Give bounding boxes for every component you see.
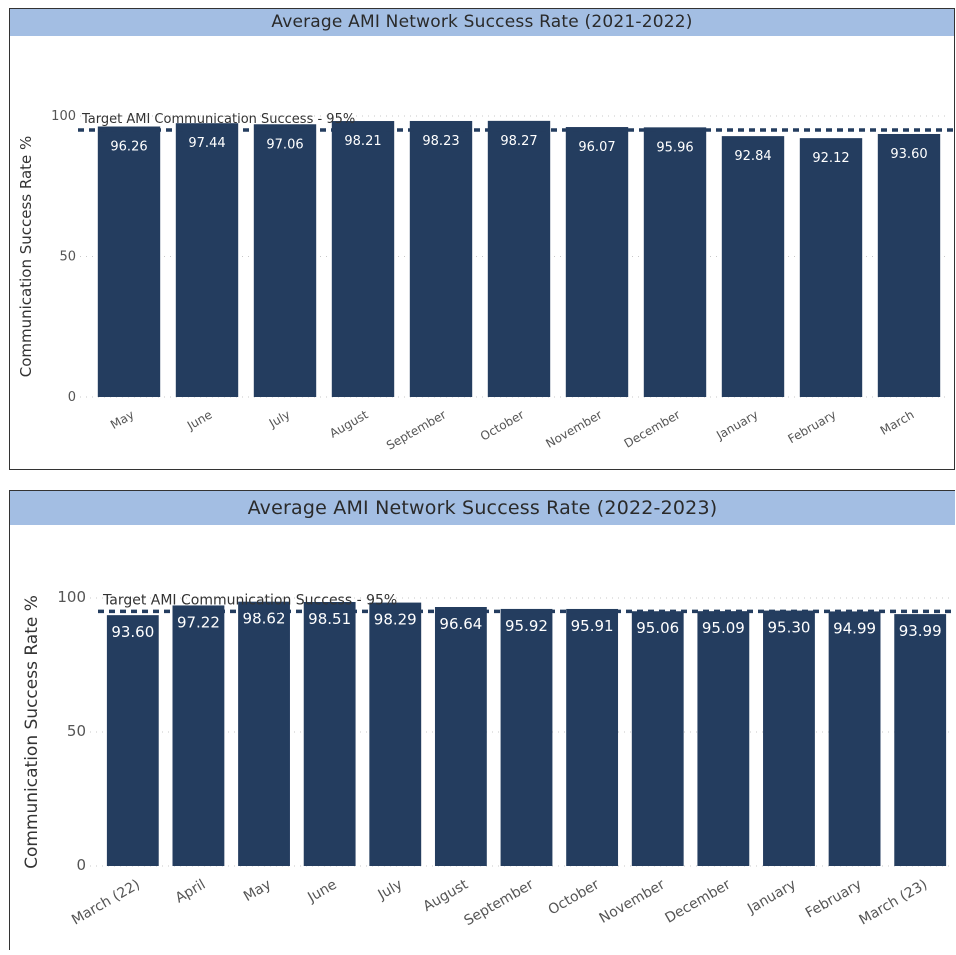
bar <box>175 123 239 397</box>
target-reference-label: Target AMI Communication Success - 95% <box>81 112 355 127</box>
bar <box>565 127 629 397</box>
chart-title: Average AMI Network Success Rate (2022-2… <box>10 491 955 525</box>
target-reference-label: Target AMI Communication Success - 95% <box>102 592 397 608</box>
y-tick-label: 50 <box>67 722 86 740</box>
data-label: 97.44 <box>188 136 225 151</box>
x-tick-label: March (23) <box>856 877 930 929</box>
y-axis-label: Communication Success Rate % <box>17 136 35 378</box>
x-tick-label: February <box>803 877 865 922</box>
x-tick-label: July <box>375 877 406 904</box>
x-tick-label: September <box>384 407 448 452</box>
data-label: 95.92 <box>505 617 548 635</box>
data-label: 93.60 <box>890 147 927 162</box>
bar <box>369 602 422 866</box>
data-label: 96.64 <box>439 615 482 633</box>
bar <box>172 605 225 866</box>
x-tick-label: November <box>543 407 604 450</box>
bar <box>894 614 947 866</box>
data-label: 98.29 <box>374 611 417 629</box>
bar <box>331 121 395 397</box>
x-tick-label: August <box>327 407 371 440</box>
y-axis-label: Communication Success Rate % <box>22 595 42 869</box>
chart-panel-2022-2023: Average AMI Network Success Rate (2022-2… <box>9 490 956 950</box>
bar <box>828 611 881 866</box>
data-label: 98.62 <box>243 610 286 628</box>
bar <box>97 126 161 397</box>
bar <box>697 611 750 866</box>
bar <box>643 127 707 397</box>
y-tick-label: 50 <box>59 250 76 265</box>
y-tick-label: 0 <box>76 856 86 874</box>
bar <box>721 136 785 397</box>
x-tick-label: August <box>420 876 471 915</box>
x-tick-label: June <box>304 877 339 907</box>
x-tick-label: April <box>173 877 209 907</box>
x-tick-label: May <box>108 407 136 432</box>
data-label: 97.22 <box>177 613 220 631</box>
bar <box>487 120 551 397</box>
bar <box>106 615 159 866</box>
x-tick-label: March (22) <box>69 877 143 929</box>
x-tick-label: September <box>461 876 536 929</box>
x-tick-label: December <box>662 876 733 926</box>
x-tick-label: June <box>184 407 215 433</box>
data-label: 96.26 <box>110 140 147 155</box>
x-tick-label: February <box>785 407 838 446</box>
data-label: 98.23 <box>422 134 459 149</box>
data-label: 98.21 <box>344 134 381 149</box>
x-tick-label: October <box>478 407 527 443</box>
bar <box>500 608 553 866</box>
x-tick-label: December <box>622 407 683 450</box>
data-label: 95.96 <box>656 140 693 155</box>
data-label: 95.30 <box>767 619 810 637</box>
x-tick-label: July <box>266 407 293 430</box>
x-tick-label: November <box>597 876 668 926</box>
bar <box>631 611 684 866</box>
data-label: 96.07 <box>578 140 615 155</box>
bar <box>566 608 619 866</box>
x-tick-label: January <box>713 407 760 442</box>
chart-panel-2021-2022: Average AMI Network Success Rate (2021-2… <box>9 8 956 470</box>
data-label: 92.12 <box>812 151 849 166</box>
data-label: 93.60 <box>111 623 154 641</box>
x-tick-label: March <box>878 407 917 437</box>
y-tick-label: 0 <box>68 390 76 405</box>
bar <box>763 610 815 866</box>
x-tick-label: October <box>546 876 603 918</box>
bar-chart-2022-2023: Communication Success Rate % 0 50 100 93.60 M… <box>22 588 956 929</box>
data-label: 95.06 <box>636 619 679 637</box>
bar <box>253 124 317 397</box>
bar <box>409 120 473 398</box>
data-label: 95.91 <box>571 617 614 635</box>
bar <box>434 607 487 866</box>
chart-title: Average AMI Network Success Rate (2021-2… <box>10 9 954 36</box>
bar <box>238 601 290 866</box>
data-label: 98.27 <box>500 134 537 149</box>
data-label: 95.09 <box>702 619 745 637</box>
data-label: 98.51 <box>308 610 351 628</box>
bar-chart-2021-2022: Communication Success Rate % 0 50 100 96.26 M… <box>17 109 956 453</box>
y-tick-label: 100 <box>51 109 76 124</box>
bar <box>303 601 356 866</box>
data-label: 92.84 <box>734 149 771 164</box>
bar <box>877 133 941 397</box>
bar <box>799 138 863 397</box>
x-tick-label: May <box>241 877 274 905</box>
data-label: 94.99 <box>833 619 876 637</box>
data-label: 97.06 <box>266 137 303 152</box>
x-tick-label: January <box>744 877 799 918</box>
y-tick-label: 100 <box>57 588 86 606</box>
data-label: 93.99 <box>899 622 942 640</box>
